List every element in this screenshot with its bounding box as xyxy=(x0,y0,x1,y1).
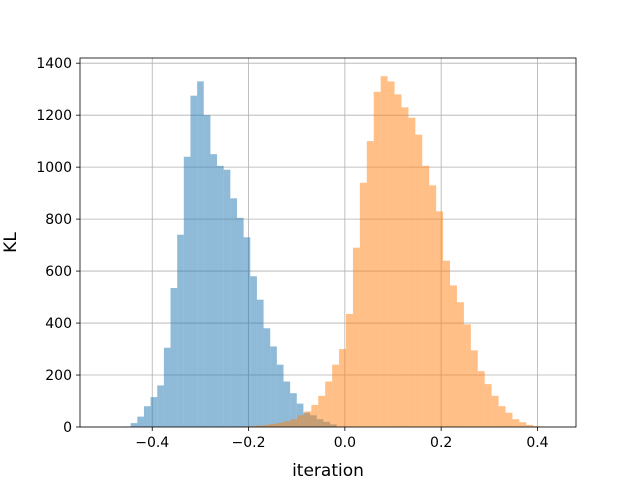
histogram-bar-series-2 xyxy=(526,424,534,427)
x-tick-label: 0.4 xyxy=(526,435,548,451)
histogram-bar-series-2 xyxy=(304,411,312,427)
histogram-bar-series-1 xyxy=(203,115,211,428)
histogram-bar-series-2 xyxy=(443,260,451,427)
histogram-bar-series-1 xyxy=(170,287,178,427)
histogram-bar-series-2 xyxy=(408,117,416,427)
histogram-bar-series-2 xyxy=(366,141,374,428)
histogram-bar-series-2 xyxy=(359,182,367,427)
histogram-bars xyxy=(104,76,548,428)
histogram-bar-series-2 xyxy=(429,185,437,427)
histogram-bar-series-2 xyxy=(463,324,471,427)
y-tick-label: 800 xyxy=(45,212,72,228)
histogram-bar-series-2 xyxy=(283,421,291,427)
plot-frame xyxy=(79,57,577,428)
histogram-bar-series-2 xyxy=(297,415,305,427)
y-tick-label: 200 xyxy=(45,368,72,384)
histogram-bar-series-2 xyxy=(394,94,402,427)
histogram-bar-series-2 xyxy=(505,412,513,427)
histogram-bar-series-1 xyxy=(150,397,158,427)
histogram-bar-series-1 xyxy=(190,95,198,428)
histogram-bar-series-1 xyxy=(236,217,244,427)
y-tick-label: 400 xyxy=(45,316,72,332)
histogram-bar-series-1 xyxy=(283,381,291,427)
histogram-bar-series-1 xyxy=(210,154,218,427)
histogram-bar-series-1 xyxy=(230,198,237,427)
histogram-bar-series-2 xyxy=(422,165,430,427)
histogram-bar-series-2 xyxy=(436,211,444,427)
y-tick-label: 1400 xyxy=(36,56,72,72)
histogram-bar-series-2 xyxy=(519,422,527,427)
x-tick-label: 0.2 xyxy=(430,435,452,451)
histogram-bar-series-2 xyxy=(269,423,277,427)
histogram-bar-series-1 xyxy=(217,165,224,427)
histogram-bar-series-2 xyxy=(387,81,395,427)
histogram-bar-series-1 xyxy=(263,328,271,427)
histogram-bar-series-1 xyxy=(137,416,144,427)
histogram-bar-series-2 xyxy=(484,384,492,427)
histogram-bar-series-2 xyxy=(339,349,347,427)
histogram-bar-series-1 xyxy=(143,406,151,427)
histogram-bar-series-2 xyxy=(346,313,353,427)
histogram-bar-series-1 xyxy=(243,237,251,427)
histogram-bar-series-1 xyxy=(270,346,277,427)
histogram-bar-series-2 xyxy=(262,424,270,427)
histogram-bar-series-2 xyxy=(491,395,499,427)
y-tick-label: 1000 xyxy=(36,160,72,176)
histogram-bar-series-1 xyxy=(163,347,171,427)
histogram-bar-series-1 xyxy=(290,393,297,427)
histogram-bar-series-1 xyxy=(177,234,184,427)
histogram-bar-series-2 xyxy=(456,302,464,427)
histogram-bar-series-2 xyxy=(373,91,381,428)
x-axis-label: iteration xyxy=(292,461,364,480)
histogram-bar-series-1 xyxy=(197,81,204,427)
histogram-bar-series-1 xyxy=(276,364,284,427)
x-tick-label: −0.2 xyxy=(232,435,266,451)
x-tick-label: −0.4 xyxy=(135,435,169,451)
histogram-bar-series-2 xyxy=(512,419,520,427)
histogram-bar-series-2 xyxy=(332,364,340,427)
histogram-bar-series-2 xyxy=(318,395,326,427)
x-tick-label: 0.0 xyxy=(334,435,356,451)
histogram-bar-series-2 xyxy=(450,285,457,427)
y-tick-label: 0 xyxy=(63,420,72,436)
y-axis-label: KL xyxy=(1,232,21,253)
axis-ticks: −0.4 −0.2 0.0 0.2 0.4 0 200 400 600 800 1000 1200 14… xyxy=(36,56,548,451)
histogram-bar-series-2 xyxy=(470,350,478,427)
histogram-bar-series-2 xyxy=(290,419,298,427)
histogram-bar-series-2 xyxy=(311,404,319,427)
histogram-bar-series-2 xyxy=(352,247,360,427)
histogram-bar-series-2 xyxy=(498,406,506,427)
histogram-bar-series-2 xyxy=(276,422,284,427)
y-tick-label: 1200 xyxy=(36,108,72,124)
histogram-bar-series-2 xyxy=(477,371,485,427)
histogram-bar-series-1 xyxy=(130,423,138,427)
histogram-bar-series-1 xyxy=(256,299,264,427)
histogram-bar-series-1 xyxy=(183,156,191,428)
histogram-bar-series-1 xyxy=(223,169,231,427)
histogram-bar-series-1 xyxy=(250,276,257,427)
histogram-bar-series-2 xyxy=(325,381,333,427)
histogram-bar-series-2 xyxy=(415,134,423,427)
histogram-bar-series-2 xyxy=(255,425,263,427)
grid-lines xyxy=(80,58,576,428)
histogram-bar-series-2 xyxy=(401,107,409,428)
histogram-bar-series-1 xyxy=(157,385,164,427)
histogram-bar-series-2 xyxy=(380,76,388,428)
y-tick-label: 600 xyxy=(45,264,72,280)
